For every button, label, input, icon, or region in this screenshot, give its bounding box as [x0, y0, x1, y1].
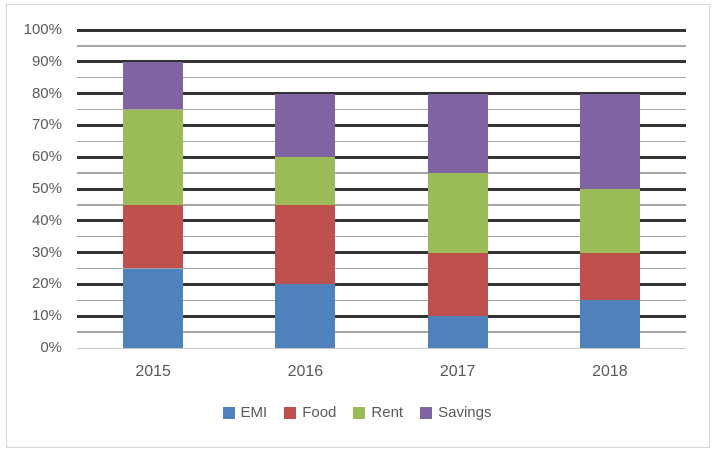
legend-label-savings: Savings — [438, 404, 492, 421]
bar-segment-rent-2018 — [579, 189, 640, 253]
legend-label-rent: Rent — [371, 404, 404, 421]
minor-gridline — [77, 299, 686, 302]
bar-segment-food-2015 — [123, 204, 184, 269]
legend-item-savings: Savings — [420, 405, 491, 421]
bar-segment-emi-2018 — [579, 300, 640, 348]
bar-segment-savings-2017 — [427, 93, 488, 174]
legend-item-emi: EMI — [222, 404, 268, 421]
bar-segment-savings-2015 — [123, 61, 184, 110]
y-axis-tick-label: 80% — [31, 84, 62, 102]
y-axis-tick-label: 60% — [31, 148, 62, 166]
major-gridline — [77, 219, 686, 223]
major-gridline — [77, 28, 686, 32]
bar-segment-food-2016 — [275, 204, 336, 285]
bar-segment-emi-2016 — [275, 284, 336, 348]
minor-gridline — [77, 172, 686, 174]
legend-item-food: Food — [284, 405, 336, 421]
y-axis-tick-label: 40% — [31, 211, 62, 229]
major-gridline — [77, 251, 686, 255]
x-axis-label-2017: 2017 — [439, 363, 476, 380]
minor-gridline — [77, 267, 686, 270]
x-axis-baseline — [77, 348, 686, 349]
minor-gridline — [77, 45, 686, 47]
bar-segment-rent-2017 — [427, 173, 488, 253]
y-axis-tick-label: 70% — [31, 116, 62, 134]
y-axis-tick-label: 100% — [23, 21, 62, 38]
minor-gridline — [77, 204, 686, 206]
y-axis-tick-label: 20% — [31, 275, 62, 293]
major-gridline — [77, 92, 686, 96]
minor-gridline — [77, 235, 686, 238]
major-gridline — [77, 60, 686, 64]
y-axis-tick-label: 0% — [40, 339, 62, 356]
bar-segment-emi-2015 — [123, 268, 184, 348]
x-axis-label-2015: 2015 — [135, 363, 171, 380]
bar-segment-food-2018 — [579, 252, 640, 301]
major-gridline — [77, 282, 686, 286]
y-axis-tick-label: 90% — [31, 52, 62, 70]
bar-segment-rent-2016 — [275, 157, 336, 205]
bar-segment-savings-2016 — [275, 93, 336, 158]
bar-segment-emi-2017 — [427, 316, 488, 348]
x-axis-label-2016: 2016 — [287, 363, 324, 380]
legend-marker-food — [284, 407, 297, 419]
y-axis-tick-label: 10% — [31, 307, 62, 325]
legend-item-rent: Rent — [353, 405, 403, 421]
legend: EMI Food Rent Savings — [0, 401, 714, 425]
legend-marker-savings — [420, 407, 433, 419]
y-axis-tick-label: 50% — [31, 180, 62, 197]
minor-gridline — [77, 331, 686, 333]
minor-gridline — [77, 140, 686, 143]
major-gridline — [77, 314, 686, 318]
bar-segment-food-2017 — [427, 252, 488, 317]
legend-marker-emi — [222, 407, 235, 419]
legend-label-food: Food — [302, 404, 337, 421]
bar-segment-savings-2018 — [579, 93, 640, 189]
y-axis-tick-label: 30% — [31, 243, 62, 261]
major-gridline — [77, 187, 686, 191]
bar-segment-rent-2015 — [123, 109, 184, 205]
x-axis-label-2018: 2018 — [592, 363, 628, 380]
minor-gridline — [77, 108, 686, 111]
minor-gridline — [77, 76, 686, 79]
major-gridline — [77, 123, 686, 127]
legend-label-emi: EMI — [240, 404, 268, 421]
major-gridline — [77, 155, 686, 159]
legend-marker-rent — [353, 407, 366, 419]
